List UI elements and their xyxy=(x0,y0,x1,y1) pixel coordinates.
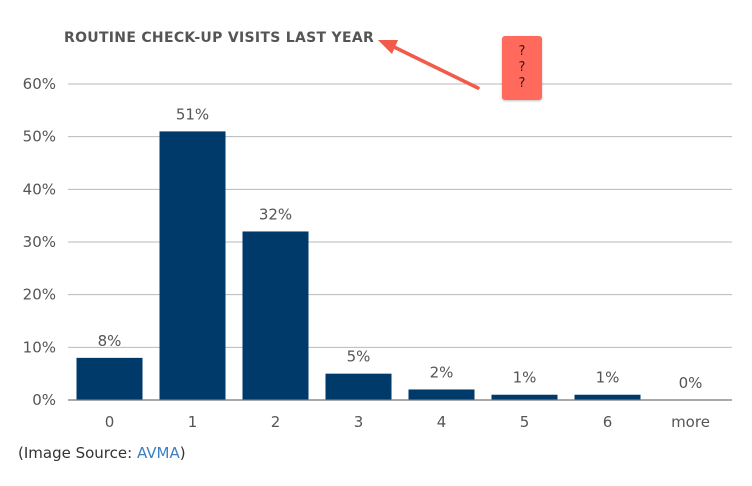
data-label: 32% xyxy=(259,205,292,223)
source-link[interactable]: AVMA xyxy=(136,444,180,462)
y-tick-label: 50% xyxy=(23,128,56,146)
data-label: 8% xyxy=(98,332,122,350)
question-sticky-note: ? ? ? xyxy=(502,36,542,100)
x-tick-label: 6 xyxy=(603,413,613,431)
source-suffix: ) xyxy=(179,444,186,462)
x-axis-tick-labels: 0 1 2 3 4 5 6 more xyxy=(105,413,710,431)
y-tick-label: 0% xyxy=(32,391,56,409)
bars xyxy=(76,131,641,400)
y-tick-label: 10% xyxy=(23,338,56,356)
annotation-arrow xyxy=(378,40,480,90)
data-label: 51% xyxy=(176,105,209,123)
y-tick-label: 40% xyxy=(23,180,56,198)
data-label: 0% xyxy=(679,374,703,392)
data-label: 2% xyxy=(430,363,454,381)
bar xyxy=(242,231,309,400)
data-label: 5% xyxy=(347,348,371,366)
data-label: 1% xyxy=(596,369,620,387)
bar-chart: ROUTINE CHECK-UP VISITS LAST YEAR 0%10%2… xyxy=(23,30,732,431)
bar xyxy=(574,394,641,400)
image-source-caption: (Image Source: AVMA) xyxy=(18,444,186,462)
bar xyxy=(325,373,392,400)
y-tick-label: 30% xyxy=(23,233,56,251)
bar xyxy=(76,357,143,400)
x-tick-label: 5 xyxy=(520,413,530,431)
x-tick-label: 0 xyxy=(105,413,115,431)
bar xyxy=(159,131,226,400)
note-line: ? xyxy=(518,76,526,91)
note-line: ? xyxy=(518,60,526,75)
bar xyxy=(491,394,558,400)
source-prefix: (Image Source: xyxy=(18,444,137,462)
chart-title: ROUTINE CHECK-UP VISITS LAST YEAR xyxy=(64,30,374,46)
data-label: 1% xyxy=(513,369,537,387)
bar xyxy=(408,389,475,400)
x-tick-label: 4 xyxy=(437,413,447,431)
y-tick-label: 20% xyxy=(23,286,56,304)
x-tick-label: 3 xyxy=(354,413,364,431)
x-tick-label: more xyxy=(671,413,710,431)
y-axis-tick-labels: 0% 10% 20% 30% 40% 50% 60% xyxy=(23,75,56,409)
y-tick-label: 60% xyxy=(23,75,56,93)
x-tick-label: 2 xyxy=(271,413,281,431)
x-tick-label: 1 xyxy=(188,413,198,431)
note-line: ? xyxy=(518,44,526,59)
data-labels: 8% 51% 32% 5% 2% 1% 1% 0% xyxy=(98,105,703,392)
